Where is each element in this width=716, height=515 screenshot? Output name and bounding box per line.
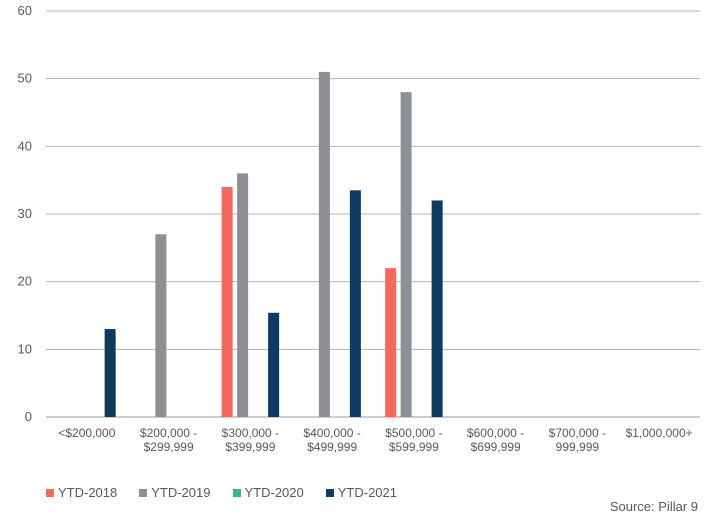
legend-item-ytd-2018: YTD-2018 (46, 485, 117, 500)
x-tick-label-line: <$200,000 (58, 426, 115, 440)
bar-ytd-2018 (385, 268, 397, 417)
legend-label: YTD-2018 (58, 485, 118, 500)
x-tick-label-line: $600,000 - (467, 426, 524, 440)
y-tick-label: 10 (18, 341, 32, 356)
bar-ytd-2021 (349, 190, 361, 417)
x-tick-label-line: $599,999 (389, 440, 439, 454)
bar-ytd-2019 (318, 71, 330, 418)
y-tick-label: 50 (18, 71, 32, 86)
x-tick-label: $700,000 -999,999 (549, 426, 606, 454)
source-note: Source: Pillar 9 (609, 499, 698, 514)
bar-ytd-2019 (400, 92, 412, 417)
bars (104, 71, 443, 418)
bar-ytd-2019 (155, 234, 167, 417)
x-tick-label: $400,000 -$499,999 (303, 426, 360, 454)
x-axis-ticks: <$200,000 $200,000 -$299,999 $300,000 -$39… (58, 426, 692, 454)
x-tick-label: $300,000 -$399,999 (222, 426, 279, 454)
legend-swatch (325, 488, 334, 497)
gridlines (46, 10, 700, 418)
legend-item-ytd-2021: YTD-2021 (325, 485, 397, 500)
bar-ytd-2019 (237, 173, 249, 417)
y-tick-label: 0 (25, 409, 32, 424)
x-tick-label: $1,000,000+ (626, 426, 693, 440)
x-tick-label-line: $699,999 (471, 440, 521, 454)
x-tick-label-line: $1,000,000+ (626, 426, 693, 440)
y-tick-label: 60 (18, 3, 32, 18)
legend-item-ytd-2019: YTD-2019 (139, 485, 211, 500)
x-tick-label: <$200,000 (58, 426, 115, 440)
x-tick-label-line: $300,000 - (222, 426, 279, 440)
y-axis-ticks: 0 10 20 30 40 50 60 (18, 3, 32, 424)
y-tick-label: 20 (18, 274, 32, 289)
x-tick-label: $200,000 -$299,999 (140, 426, 197, 454)
bar-ytd-2021 (431, 200, 443, 417)
legend-label: YTD-2019 (151, 485, 211, 500)
bar-ytd-2021 (104, 329, 116, 417)
legend: YTD-2018 YTD-2019 YTD-2020 YTD-2021 (46, 485, 397, 500)
x-tick-label-line: $200,000 - (140, 426, 197, 440)
bar-chart: 0 10 20 30 40 50 60 <$200,000 $200,000 -$299,99… (18, 3, 700, 454)
x-tick-label-line: $499,999 (307, 440, 357, 454)
bar-ytd-2018 (221, 186, 233, 417)
x-tick-label-line: $299,999 (144, 440, 194, 454)
legend-label: YTD-2020 (244, 485, 304, 500)
x-tick-label: $500,000 -$599,999 (385, 426, 442, 454)
legend-swatch (46, 488, 54, 497)
x-tick-label-line: $399,999 (225, 440, 275, 454)
y-tick-label: 40 (18, 138, 32, 153)
x-tick-label-line: $500,000 - (385, 426, 442, 440)
x-tick-label-line: $700,000 - (549, 426, 606, 440)
y-tick-label: 30 (18, 206, 32, 221)
x-tick-label: $600,000 -$699,999 (467, 426, 524, 454)
bar-ytd-2021 (268, 312, 280, 417)
legend-swatch (139, 488, 148, 497)
x-tick-label-line: $400,000 - (303, 426, 360, 440)
x-tick-label-line: 999,999 (556, 440, 600, 454)
legend-label: YTD-2021 (337, 485, 397, 500)
legend-item-ytd-2020: YTD-2020 (232, 485, 304, 500)
legend-swatch (232, 488, 241, 497)
